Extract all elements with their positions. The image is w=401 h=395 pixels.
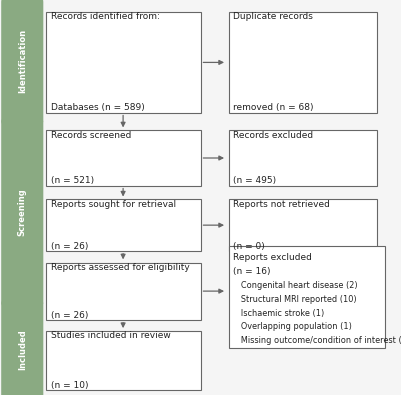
Text: Ischaemic stroke (1): Ischaemic stroke (1)	[233, 308, 324, 318]
Text: Identification: Identification	[18, 29, 27, 93]
FancyBboxPatch shape	[46, 12, 200, 113]
Text: Records excluded: Records excluded	[233, 131, 314, 139]
Text: (n = 26): (n = 26)	[51, 242, 88, 250]
Text: Structural MRI reported (10): Structural MRI reported (10)	[233, 295, 356, 304]
Text: Missing outcome/condition of interest (2): Missing outcome/condition of interest (2…	[233, 336, 401, 345]
FancyBboxPatch shape	[46, 199, 200, 251]
FancyBboxPatch shape	[1, 0, 43, 126]
Text: Screening: Screening	[18, 188, 27, 236]
FancyBboxPatch shape	[1, 117, 43, 308]
Text: Databases (n = 589): Databases (n = 589)	[51, 103, 145, 112]
FancyBboxPatch shape	[229, 130, 377, 186]
Text: Studies included in review: Studies included in review	[51, 331, 171, 340]
FancyBboxPatch shape	[229, 12, 377, 113]
FancyBboxPatch shape	[46, 331, 200, 390]
Text: Reports assessed for eligibility: Reports assessed for eligibility	[51, 263, 190, 272]
Text: (n = 10): (n = 10)	[51, 381, 89, 390]
FancyBboxPatch shape	[46, 263, 200, 320]
Text: Overlapping population (1): Overlapping population (1)	[233, 322, 351, 331]
Text: Included: Included	[18, 329, 27, 370]
FancyBboxPatch shape	[229, 246, 385, 348]
FancyBboxPatch shape	[229, 199, 377, 251]
Text: (n = 16): (n = 16)	[233, 267, 270, 276]
Text: (n = 26): (n = 26)	[51, 311, 88, 320]
Text: Records screened: Records screened	[51, 131, 131, 139]
FancyBboxPatch shape	[1, 298, 43, 395]
FancyBboxPatch shape	[46, 130, 200, 186]
Text: Congenital heart disease (2): Congenital heart disease (2)	[233, 281, 357, 290]
Text: Reports not retrieved: Reports not retrieved	[233, 200, 330, 209]
Text: (n = 521): (n = 521)	[51, 177, 94, 185]
Text: Duplicate records: Duplicate records	[233, 12, 313, 21]
Text: (n = 495): (n = 495)	[233, 177, 277, 185]
Text: Reports excluded: Reports excluded	[233, 253, 312, 262]
Text: removed (n = 68): removed (n = 68)	[233, 103, 314, 112]
Text: Records identified from:: Records identified from:	[51, 12, 160, 21]
Text: Reports sought for retrieval: Reports sought for retrieval	[51, 200, 176, 209]
Text: (n = 0): (n = 0)	[233, 242, 265, 250]
